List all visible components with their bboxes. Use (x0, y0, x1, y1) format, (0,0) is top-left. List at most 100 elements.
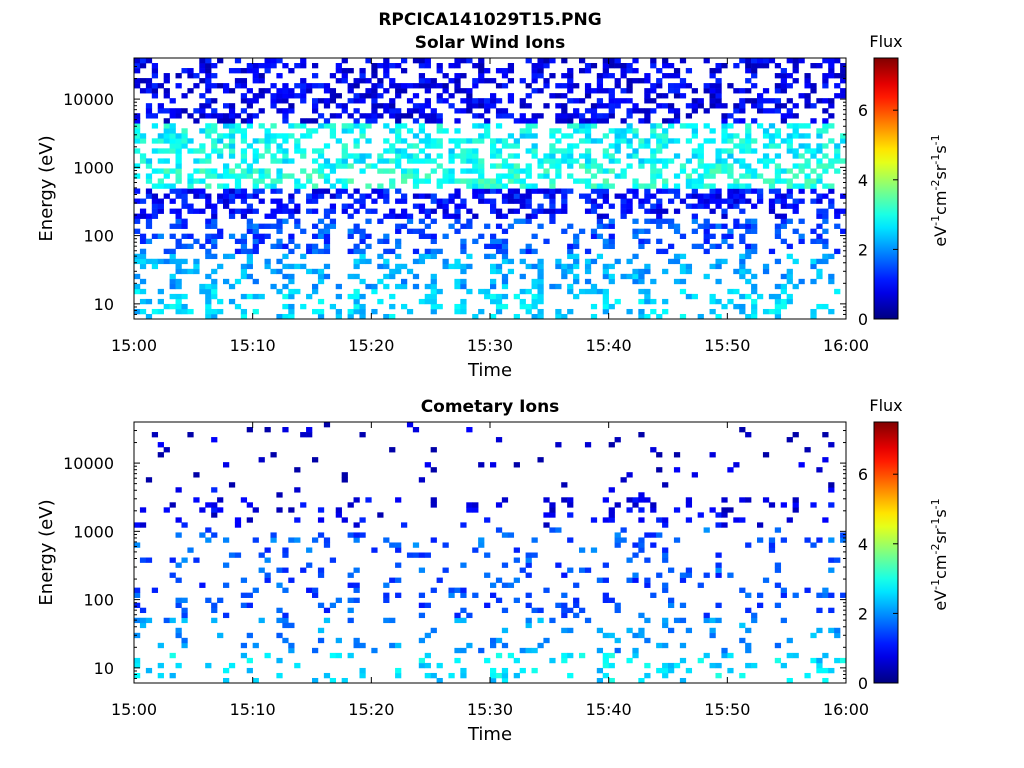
spectrogram-cell (495, 183, 503, 189)
spectrogram-cell (240, 243, 248, 250)
spectrogram-cell (626, 143, 633, 149)
spectrogram-cell (312, 148, 319, 154)
spectrogram-cell (312, 243, 319, 250)
spectrogram-cell (258, 457, 265, 463)
spectrogram-cell (709, 662, 716, 669)
spectrogram-cell (780, 193, 787, 199)
spectrogram-cell (792, 68, 799, 74)
spectrogram-cell (377, 93, 384, 99)
spectrogram-cell (786, 183, 793, 189)
spectrogram-cell (495, 108, 503, 114)
spectrogram-cell (573, 238, 580, 245)
spectrogram-cell (306, 432, 313, 438)
spectrogram-cell (181, 133, 188, 139)
spectrogram-cell (715, 567, 722, 573)
spectrogram-cell (412, 203, 420, 209)
spectrogram-cell (662, 178, 669, 184)
spectrogram-cell (412, 103, 420, 109)
spectrogram-cell (406, 113, 414, 119)
spectrogram-cell (715, 78, 722, 84)
spectrogram-cell (211, 507, 218, 513)
spectrogram-cell (430, 587, 437, 593)
spectrogram-cell (501, 273, 509, 280)
spectrogram-cell (341, 472, 348, 478)
spectrogram-cell (246, 68, 253, 74)
spectrogram-cell (715, 88, 722, 94)
spectrogram-cell (662, 522, 669, 528)
spectrogram-cell (780, 168, 787, 174)
spectrogram-cell (252, 193, 259, 199)
spectrogram-cell (323, 248, 331, 255)
spectrogram-cell (187, 268, 194, 275)
spectrogram-cell (537, 313, 544, 320)
spectrogram-cell (353, 243, 360, 250)
spectrogram-cell (834, 58, 841, 64)
spectrogram-cell (579, 607, 586, 614)
spectrogram-cell (739, 273, 746, 280)
spectrogram-cell (454, 587, 461, 593)
spectrogram-cell (638, 677, 645, 684)
spectrogram-cell (424, 78, 431, 84)
spectrogram-cell (205, 98, 212, 104)
spectrogram-cell (727, 198, 734, 204)
spectrogram-cell (768, 143, 776, 149)
spectrogram-cell (252, 178, 259, 184)
spectrogram-cell (175, 108, 182, 114)
spectrogram-cell (389, 213, 396, 219)
spectrogram-cell (602, 58, 609, 64)
spectrogram-cell (727, 288, 734, 295)
spectrogram-cell (306, 293, 313, 300)
spectrogram-cell (383, 263, 390, 270)
spectrogram-cell (555, 93, 562, 99)
spectrogram-cell (323, 243, 331, 250)
spectrogram-cell (163, 118, 170, 124)
spectrogram-cell (596, 677, 604, 684)
spectrogram-cell (662, 308, 669, 315)
spectrogram-cell (792, 497, 799, 503)
spectrogram-cell (602, 592, 609, 598)
spectrogram-cell (798, 218, 805, 224)
spectrogram-cell (644, 113, 651, 119)
spectrogram-cell (312, 677, 319, 684)
spectrogram-cell (644, 288, 651, 295)
spectrogram-cell (472, 163, 479, 169)
spectrogram-cell (175, 148, 182, 154)
spectrogram-cell (768, 108, 776, 114)
spectrogram-cell (822, 213, 829, 219)
spectrogram-cell (495, 188, 503, 194)
spectrogram-cell (656, 103, 663, 109)
spectrogram-cell (359, 228, 366, 234)
spectrogram-cell (193, 168, 200, 174)
spectrogram-cell (620, 527, 627, 533)
spectrogram-cell (644, 93, 651, 99)
spectrogram-cell (317, 153, 325, 159)
spectrogram-cell (329, 123, 337, 129)
spectrogram-cell (228, 108, 236, 114)
spectrogram-cell (134, 78, 141, 84)
spectrogram-cell (691, 133, 698, 139)
spectrogram-cell (614, 138, 621, 144)
spectrogram-cell (412, 248, 420, 255)
spectrogram-cell (810, 178, 817, 184)
spectrogram-cell (151, 93, 159, 99)
spectrogram-cell (596, 168, 604, 174)
spectrogram-cell (240, 168, 248, 174)
spectrogram-cell (774, 63, 782, 69)
spectrogram-cell (715, 243, 722, 250)
spectrogram-cell (359, 253, 366, 260)
spectrogram-cell (347, 153, 354, 159)
spectrogram-cell (620, 173, 627, 179)
spectrogram-cell (454, 283, 461, 290)
spectrogram-cell (751, 83, 758, 89)
spectrogram-cell (294, 537, 301, 543)
spectrogram-cell (490, 208, 497, 214)
spectrogram-cell (359, 203, 366, 209)
spectrogram-cell (780, 78, 787, 84)
spectrogram-cell (401, 198, 408, 204)
spectrogram-cell (739, 303, 746, 310)
spectrogram-cell (632, 497, 639, 503)
spectrogram-cell (359, 78, 366, 84)
spectrogram-cell (145, 163, 153, 169)
spectrogram-cell (608, 153, 615, 159)
spectrogram-cell (246, 248, 253, 255)
